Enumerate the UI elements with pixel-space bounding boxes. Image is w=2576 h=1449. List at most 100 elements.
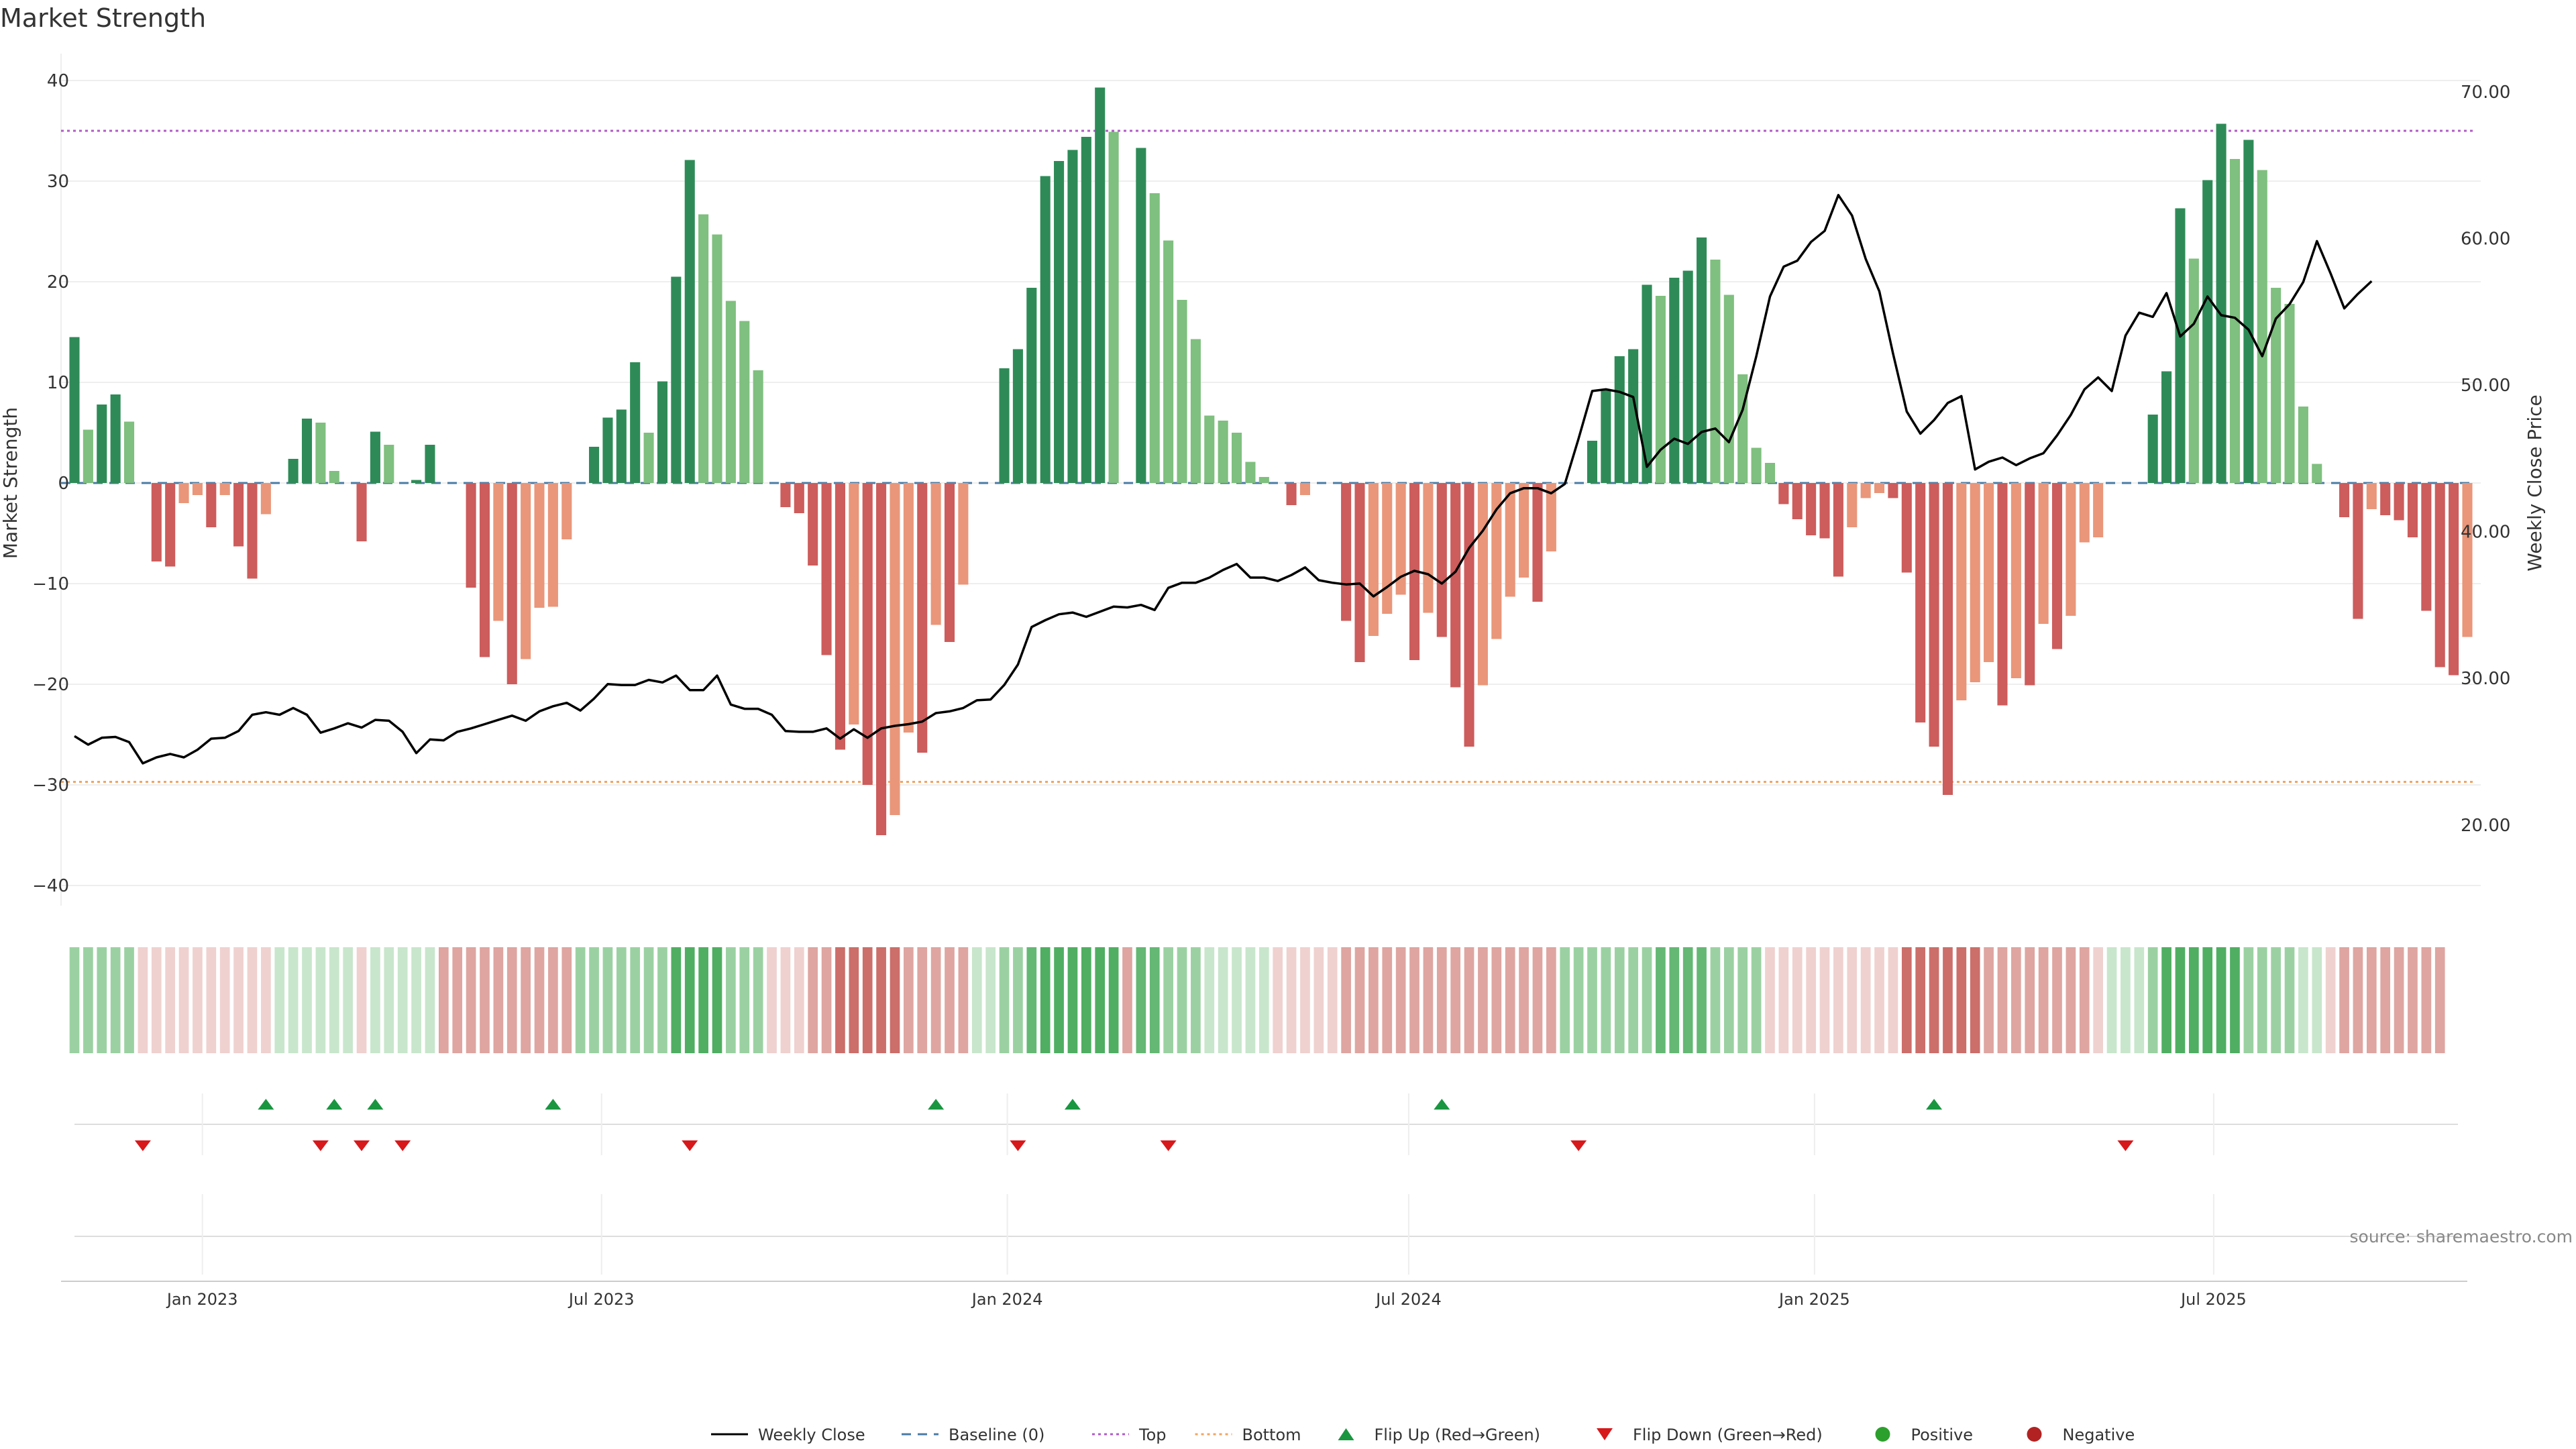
strength-bar <box>1040 176 1051 483</box>
heat-cell <box>2038 947 2049 1053</box>
heat-cell <box>138 947 148 1053</box>
heat-cell <box>548 947 558 1053</box>
strength-bar <box>1464 483 1474 747</box>
strength-bar <box>808 483 818 566</box>
heat-cell <box>1901 947 1912 1053</box>
chart-title: Market Strength <box>0 3 206 33</box>
heat-cell <box>1601 947 1611 1053</box>
strength-bar <box>821 483 832 655</box>
strength-bar <box>219 483 230 495</box>
heat-cell <box>1163 947 1173 1053</box>
heat-cell <box>2025 947 2035 1053</box>
heat-cell <box>1587 947 1597 1053</box>
right-tick-label: 40.00 <box>2461 523 2510 543</box>
heat-cell <box>411 947 421 1053</box>
heat-cell <box>1423 947 1434 1053</box>
strength-bar <box>1860 483 1871 498</box>
strength-bar <box>1054 161 1065 483</box>
right-axis-label: Weekly Close Price <box>2524 394 2546 571</box>
strength-bar <box>1697 237 1707 483</box>
heat-cell <box>97 947 107 1053</box>
strength-bar <box>1012 349 1023 483</box>
heat-cell <box>343 947 353 1053</box>
strength-bar <box>725 301 736 483</box>
heat-cell <box>193 947 203 1053</box>
heat-cell <box>2134 947 2145 1053</box>
strength-bar <box>534 483 545 608</box>
strength-bar <box>2010 483 2021 678</box>
heat-cell <box>1943 947 1953 1053</box>
heat-cell <box>1915 947 1926 1053</box>
heat-cell <box>219 947 230 1053</box>
heat-cell <box>684 947 695 1053</box>
flip-up-marker <box>258 1099 274 1110</box>
strength-bar <box>1177 300 1187 483</box>
heat-cell <box>2434 947 2445 1053</box>
heat-cell <box>397 947 408 1053</box>
flip-up-marker <box>1434 1099 1450 1110</box>
heat-cell <box>753 947 763 1053</box>
flip-down-marker <box>1160 1140 1177 1151</box>
heat-cell <box>315 947 326 1053</box>
strength-bar <box>479 483 490 657</box>
heat-cell <box>1765 947 1775 1053</box>
heat-cell <box>589 947 599 1053</box>
heat-cell <box>1560 947 1570 1053</box>
legend-item: Negative <box>2027 1426 2135 1444</box>
heat-cell <box>1737 947 1748 1053</box>
heat-cell <box>69 947 80 1053</box>
strength-bar <box>862 483 873 785</box>
heat-cell <box>247 947 258 1053</box>
heat-cell <box>178 947 189 1053</box>
heat-cell <box>1273 947 1283 1053</box>
strength-bar <box>288 459 299 483</box>
strength-bar <box>123 421 135 483</box>
heat-cell <box>2284 947 2295 1053</box>
heat-cell <box>1232 947 1242 1053</box>
status-dot-panel <box>61 1236 2467 1282</box>
strength-bar <box>2038 483 2049 624</box>
strength-bar <box>2051 483 2063 649</box>
left-tick-label: −10 <box>32 574 69 594</box>
strength-bar <box>2257 170 2267 483</box>
strength-bar <box>917 483 928 753</box>
strength-bar <box>1778 483 1789 504</box>
heat-cell <box>1081 947 1091 1053</box>
flip-down-marker <box>312 1140 329 1151</box>
heat-cell <box>849 947 859 1053</box>
heat-cell <box>1984 947 1994 1053</box>
strength-bar <box>301 419 313 483</box>
flip-down-marker <box>134 1140 151 1151</box>
strength-bar <box>1601 389 1611 483</box>
strength-bar <box>1095 87 1106 483</box>
left-tick-label: 40 <box>47 71 69 91</box>
strength-bar <box>780 483 791 507</box>
strength-bar <box>1970 483 1980 682</box>
legend-item: Flip Down (Green→Red) <box>1597 1426 1823 1444</box>
heat-cell <box>1149 947 1160 1053</box>
heat-cell <box>1409 947 1419 1053</box>
strength-bar <box>1888 483 1898 498</box>
strength-bar <box>97 405 107 483</box>
left-tick-label: 30 <box>47 172 69 192</box>
strength-bar <box>1984 483 1994 662</box>
strength-bar <box>521 483 531 659</box>
heat-cell <box>2380 947 2391 1053</box>
strength-bar <box>1258 477 1269 483</box>
heat-cell <box>2189 947 2199 1053</box>
legend-label: Top <box>1138 1426 1167 1444</box>
heat-cell <box>2312 947 2322 1053</box>
heat-cell <box>1368 947 1379 1053</box>
strength-bar <box>1942 483 1953 795</box>
strength-bar <box>2175 208 2186 483</box>
heat-cell <box>575 947 586 1053</box>
strength-bar <box>1847 483 1858 527</box>
flip-up-marker <box>928 1099 945 1110</box>
heat-cell <box>862 947 873 1053</box>
strength-bar <box>493 483 504 621</box>
strength-bar <box>2229 159 2241 483</box>
heat-cell <box>1054 947 1064 1053</box>
strength-bar <box>2161 371 2172 483</box>
heat-cell <box>1956 947 1967 1053</box>
strength-bar <box>83 429 93 483</box>
